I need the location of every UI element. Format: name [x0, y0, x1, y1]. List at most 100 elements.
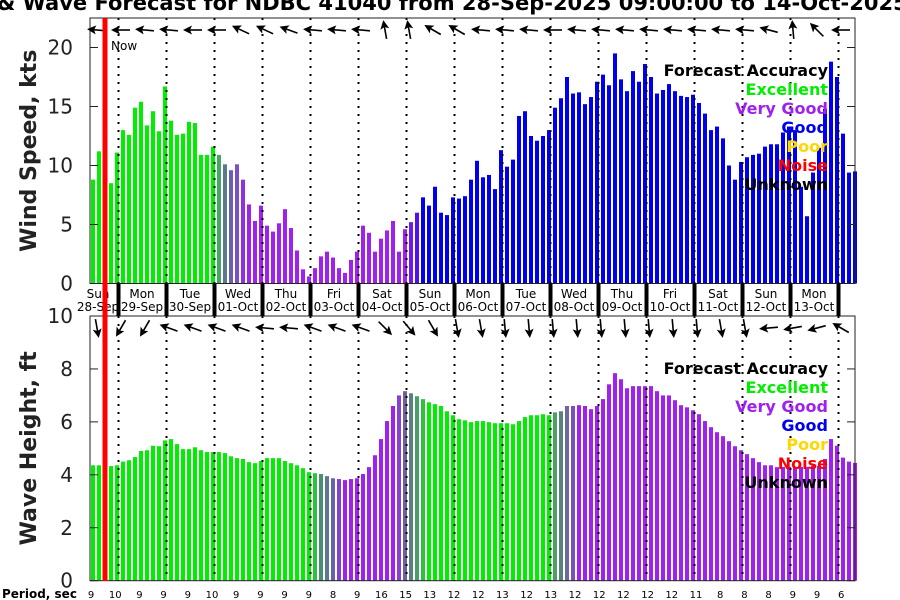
day-label-dow: Sun [755, 287, 778, 301]
wave-bar [427, 402, 431, 581]
y-tick-label: 20 [48, 36, 73, 60]
legend-item-noise: Noise [778, 156, 828, 175]
wind-bar [415, 212, 419, 284]
wind-bar [619, 79, 623, 284]
wind-bar [193, 123, 197, 284]
wave-bar [301, 468, 305, 581]
wave-bar [115, 465, 119, 581]
wind-bar [175, 134, 179, 284]
day-separator [356, 283, 361, 316]
wind-bar [763, 146, 767, 284]
wave-direction-arrow-icon [620, 318, 630, 338]
wind-bar [259, 205, 263, 284]
wave-y-axis-label: Wave Height, ft [17, 351, 42, 546]
wave-bar [469, 422, 473, 581]
day-label-dow: Tue [179, 287, 201, 301]
wind-bar [667, 84, 671, 284]
wind-bar [685, 97, 689, 284]
wind-direction-arrow-icon [183, 25, 202, 35]
now-marker-line [102, 18, 108, 581]
wave-bar [175, 444, 179, 581]
wind-bar [511, 159, 515, 284]
wind-bar [217, 154, 221, 284]
wind-bar [487, 174, 491, 284]
y-tick-label: 8 [60, 357, 73, 381]
wave-bar [499, 423, 503, 581]
wave-direction-arrow-icon [452, 318, 462, 338]
wind-bar [403, 229, 407, 284]
wave-bar [475, 421, 479, 581]
wave-bar [517, 421, 521, 581]
wave-bar [703, 421, 707, 581]
day-label-date: 02-Oct [266, 300, 307, 314]
legend-item-good: Good [781, 118, 828, 137]
wave-bar [433, 404, 437, 581]
wind-bar [295, 250, 299, 284]
day-label-dow: Mon [801, 287, 826, 301]
wave-bar [421, 399, 425, 581]
period-value: 12 [641, 590, 654, 600]
wind-bar [439, 212, 443, 284]
day-label-date: 30-Sep [169, 300, 211, 314]
wave-bar [529, 415, 533, 581]
wave-bar [331, 478, 335, 581]
wind-bar [253, 220, 257, 284]
day-label-date: 05-Oct [410, 300, 451, 314]
y-tick-label: 5 [60, 213, 73, 237]
wind-bar [319, 256, 323, 284]
wave-bar [775, 467, 779, 581]
day-separator [260, 283, 265, 316]
legend-item-excellent: Excellent [746, 80, 829, 99]
wave-bar [667, 395, 671, 581]
wind-bar [757, 153, 761, 284]
wind-direction-arrow-icon [788, 20, 798, 40]
period-value: 10 [109, 590, 122, 600]
wind-bar [331, 257, 335, 284]
day-label-date: 03-Oct [314, 300, 355, 314]
wave-bar [109, 466, 113, 581]
wave-bar [169, 439, 173, 581]
wind-direction-arrow-icon [759, 25, 778, 35]
wave-bar [691, 410, 695, 581]
wind-bar [481, 177, 485, 284]
wind-bar [559, 98, 563, 284]
wave-bar [709, 427, 713, 581]
day-label-date: 28-Sep [77, 300, 119, 314]
wave-bar [601, 399, 605, 581]
wave-direction-arrow-icon [644, 318, 654, 338]
wave-bar [181, 449, 185, 581]
wave-bar [409, 393, 413, 581]
wind-direction-arrow-icon [111, 25, 130, 35]
legend-title: Forecast Accuracy [664, 359, 829, 378]
wave-bar [451, 415, 455, 581]
wave-direction-arrow-icon [668, 318, 678, 338]
wind-direction-arrow-icon [255, 25, 274, 35]
wave-direction-arrow-icon [231, 323, 250, 332]
wind-bar [199, 154, 203, 284]
wind-bar [457, 198, 461, 284]
wave-bar [565, 405, 569, 581]
wave-bar [295, 465, 299, 581]
wind-bar [565, 77, 569, 284]
wave-bar [91, 465, 95, 581]
day-label-dow: Mon [129, 287, 154, 301]
wind-bar [385, 230, 389, 284]
wind-bar [733, 179, 737, 284]
wind-bar [769, 144, 773, 284]
period-value: 11 [690, 590, 703, 600]
wind-bar [445, 215, 449, 284]
wave-direction-arrow-icon [255, 323, 275, 333]
wave-bar [127, 460, 131, 581]
wind-bar [571, 93, 575, 284]
wave-bar [511, 424, 515, 581]
wind-bar [421, 197, 425, 284]
now-label: Now [111, 39, 137, 53]
day-label-date: 07-Oct [506, 300, 547, 314]
legend-item-noise: Noise [778, 454, 828, 473]
wave-direction-arrow-icon [548, 318, 558, 338]
wind-bar [823, 108, 827, 284]
wind-bar [337, 268, 341, 284]
wave-bar [289, 463, 293, 581]
wave-bar [715, 432, 719, 581]
